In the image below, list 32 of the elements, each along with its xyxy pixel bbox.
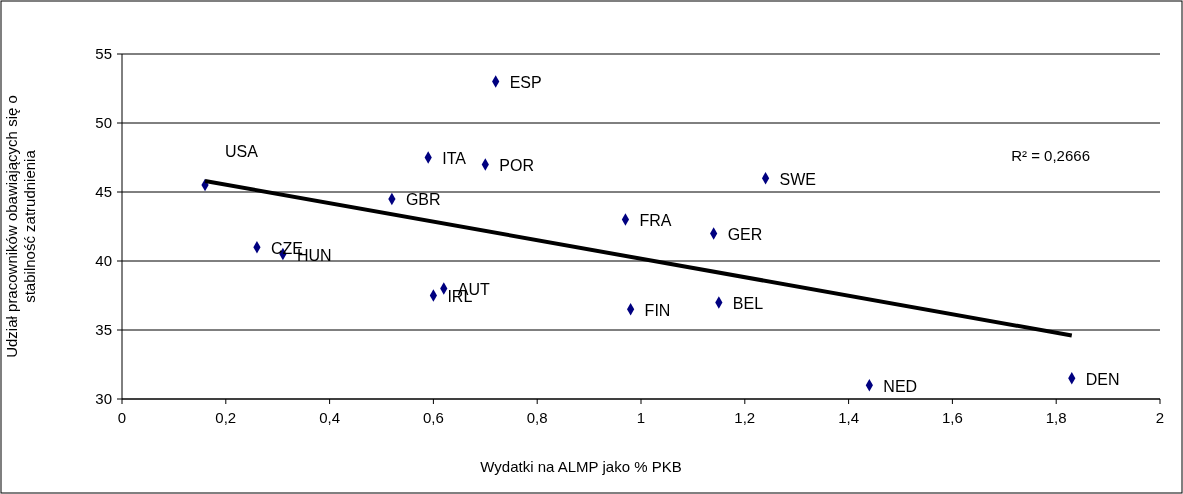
y-tick-label: 55 (95, 45, 112, 63)
x-tick-label: 1,6 (941, 409, 963, 426)
annotation: FIN (644, 301, 671, 319)
annotation: USA (225, 143, 259, 161)
x-axis-title: Wydatki na ALMP jako % PKB (480, 458, 682, 475)
x-tick-label: 0,4 (319, 409, 341, 426)
x-tick-label: 1,8 (1045, 409, 1067, 426)
annotation: NED (883, 377, 918, 395)
annotation: GBR (405, 191, 441, 209)
x-tick-label: 1,4 (838, 409, 860, 426)
annotation: R² = 0,2666 (1011, 146, 1090, 164)
x-tick-label: 2 (1155, 409, 1165, 426)
y-tick-label: 40 (95, 252, 112, 270)
x-tick-label: 1 (636, 409, 646, 426)
x-tick-label: 0,8 (526, 409, 548, 426)
annotation: DEN (1085, 370, 1120, 388)
annotation: POR (499, 156, 534, 174)
x-tick-label: 0,2 (215, 409, 237, 426)
x-tick-label: 0,6 (422, 409, 444, 426)
y-tick-label: 35 (95, 321, 112, 339)
x-tick-label: 0 (117, 409, 127, 426)
annotation: ITA (442, 149, 467, 167)
x-tick-label: 1,2 (734, 409, 756, 426)
annotation: ESP (509, 74, 542, 91)
y-tick-label: 45 (95, 183, 112, 201)
annotation: FRA (639, 212, 672, 229)
annotation: GER (727, 225, 763, 243)
y-axis-title: Udział pracowników obawiających się o stabilność zatrudnienia (3, 95, 38, 358)
annotation: SWE (779, 170, 817, 188)
y-tick-label: 50 (95, 114, 112, 132)
annotation: BEL (732, 294, 764, 312)
y-tick-label: 30 (95, 390, 112, 408)
